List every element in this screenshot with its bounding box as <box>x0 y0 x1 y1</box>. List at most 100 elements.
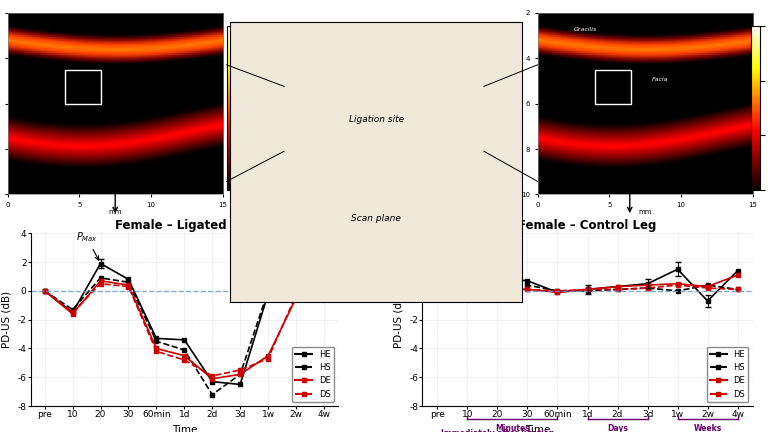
HE <box>643 281 652 286</box>
DE <box>523 287 532 292</box>
DS <box>493 286 502 291</box>
HS <box>673 288 682 293</box>
Line: HS: HS <box>42 270 326 397</box>
HE <box>263 291 273 296</box>
Text: Gracilis: Gracilis <box>574 27 597 32</box>
HE <box>673 267 682 272</box>
DS <box>124 284 133 289</box>
HS <box>613 287 622 292</box>
DE <box>733 273 742 278</box>
DE <box>319 273 329 278</box>
Text: Immediately after ligation: Immediately after ligation <box>441 429 554 432</box>
HS <box>96 275 105 280</box>
DS <box>152 349 161 354</box>
DE <box>643 283 652 288</box>
DE <box>180 353 189 358</box>
HS <box>553 288 562 293</box>
HS <box>263 288 273 293</box>
DE <box>463 284 472 289</box>
HE <box>180 337 189 343</box>
HS <box>152 339 161 344</box>
Bar <box>65 70 101 104</box>
HE <box>583 287 592 292</box>
HE <box>613 284 622 289</box>
DE <box>673 281 682 286</box>
HS <box>68 307 78 312</box>
DS <box>733 287 742 292</box>
DS <box>433 288 442 293</box>
Title: Female – Control Leg: Female – Control Leg <box>518 219 657 232</box>
HS <box>180 347 189 353</box>
HE <box>40 288 49 293</box>
X-axis label: Time: Time <box>525 425 551 432</box>
DE <box>152 346 161 351</box>
DE <box>40 288 49 293</box>
Line: DS: DS <box>435 283 740 293</box>
DS <box>263 356 273 361</box>
DS <box>613 287 622 292</box>
Text: Control hindlimb: Control hindlimb <box>584 176 676 186</box>
HE <box>553 290 562 295</box>
DS <box>319 275 329 280</box>
HE <box>236 382 245 387</box>
Line: DE: DE <box>42 273 326 381</box>
DE <box>263 353 273 358</box>
HE <box>463 284 472 289</box>
HE <box>68 310 78 315</box>
HS <box>733 287 742 292</box>
HS <box>583 288 592 293</box>
Y-axis label: mm: mm <box>514 97 520 111</box>
HE <box>493 275 502 280</box>
Text: Scan plane: Scan plane <box>352 214 401 222</box>
Legend: HE, HS, DE, DS: HE, HS, DE, DS <box>292 347 334 402</box>
DS <box>463 284 472 289</box>
DS <box>523 287 532 292</box>
HS <box>433 288 442 293</box>
DS <box>96 281 105 286</box>
DS <box>40 288 49 293</box>
HS <box>40 288 49 293</box>
Text: Ligated  hindlimb: Ligated hindlimb <box>67 176 164 186</box>
Y-axis label: PD-US (dB): PD-US (dB) <box>394 291 404 348</box>
HE <box>433 288 442 293</box>
X-axis label: Time: Time <box>171 425 197 432</box>
DS <box>673 283 682 288</box>
Bar <box>595 70 631 104</box>
DE <box>613 284 622 289</box>
HS <box>643 286 652 291</box>
HS <box>703 283 712 288</box>
DE <box>68 311 78 317</box>
HS <box>463 284 472 289</box>
HE <box>124 277 133 282</box>
HS <box>207 392 217 397</box>
DS <box>703 286 712 291</box>
DE <box>207 376 217 381</box>
Line: DS: DS <box>42 276 326 378</box>
DE <box>96 278 105 283</box>
HE <box>523 278 532 283</box>
DS <box>553 288 562 293</box>
DE <box>553 290 562 295</box>
HE <box>733 268 742 273</box>
Text: $P_{Max}$: $P_{Max}$ <box>75 231 98 260</box>
HE <box>96 261 105 266</box>
HS <box>523 283 532 288</box>
DE <box>124 283 133 288</box>
DE <box>703 284 712 289</box>
Y-axis label: PD-US (dB): PD-US (dB) <box>2 291 12 348</box>
DS <box>291 292 300 298</box>
DS <box>207 373 217 378</box>
Legend: HE, HS, DE, DS: HE, HS, DE, DS <box>707 347 749 402</box>
X-axis label: mm: mm <box>638 210 652 216</box>
Text: Minutes: Minutes <box>495 424 530 432</box>
HS <box>493 281 502 286</box>
DS <box>583 287 592 292</box>
DS <box>68 310 78 315</box>
Text: Weeks: Weeks <box>694 424 722 432</box>
Text: Ligation site: Ligation site <box>349 115 404 124</box>
DS <box>180 357 189 362</box>
HE <box>291 273 300 278</box>
HE <box>703 299 712 304</box>
DS <box>643 286 652 291</box>
HE <box>152 336 161 341</box>
